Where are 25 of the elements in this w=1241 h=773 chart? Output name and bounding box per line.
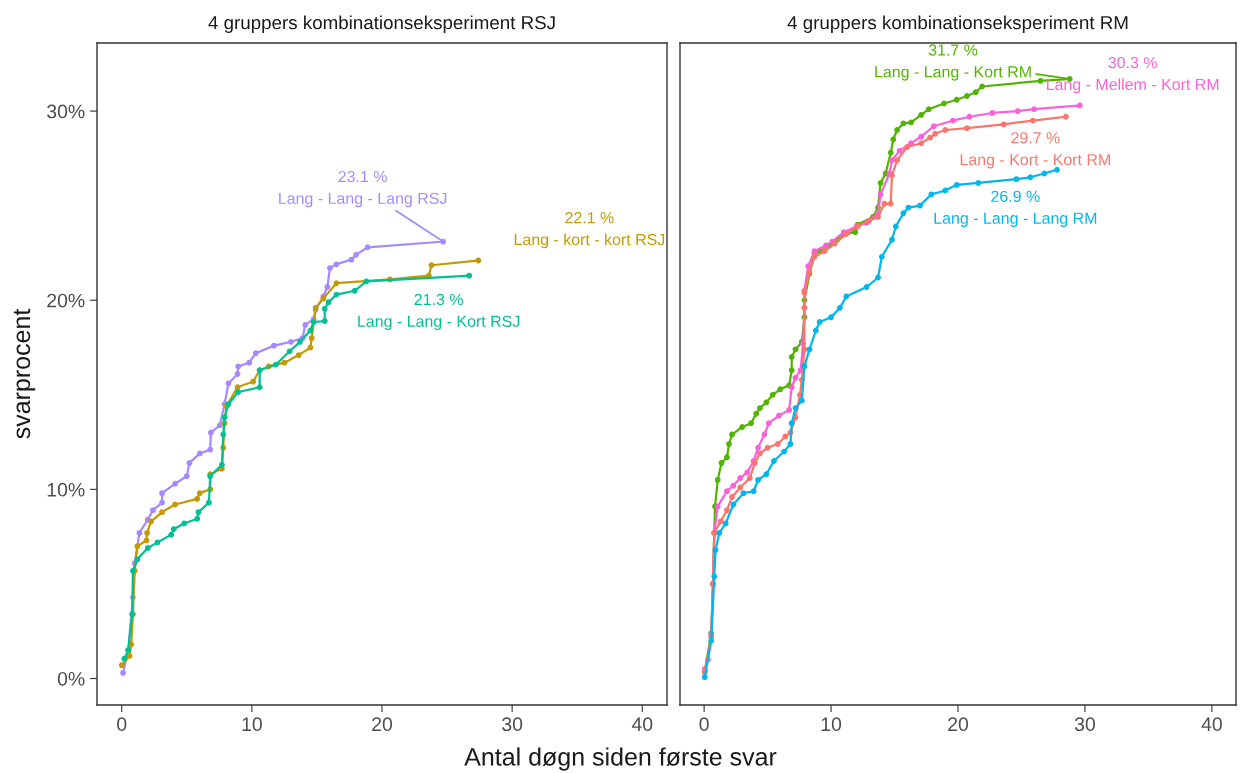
x-tick-label: 10 bbox=[821, 717, 842, 732]
x-tick-label: 0 bbox=[117, 717, 127, 732]
y-tick-label: 10% bbox=[47, 482, 85, 497]
x-tick-label: 40 bbox=[1201, 717, 1222, 732]
x-axis-title: Antal døgn siden første svar bbox=[464, 747, 777, 771]
chart-title: 4 gruppers kombinationseksperiment RM bbox=[787, 15, 1128, 33]
x-tick-label: 30 bbox=[502, 717, 523, 732]
y-axis-title: svarprocent bbox=[13, 308, 36, 439]
annotation: 21.3 % Lang - Lang - Kort RSJ bbox=[358, 293, 520, 331]
annotation: 29.7 % Lang - Kort - Kort RM bbox=[960, 132, 1110, 169]
y-tick-label: 20% bbox=[47, 293, 85, 308]
x-tick-label: 40 bbox=[631, 717, 653, 732]
y-tick-label: 30% bbox=[47, 104, 85, 119]
x-tick-label: 20 bbox=[948, 717, 969, 732]
chart-title: 4 gruppers kombinationseksperiment RSJ bbox=[208, 15, 555, 33]
x-tick-label: 0 bbox=[699, 717, 709, 732]
annotation: 23.1 % Lang - Lang - Lang RSJ bbox=[279, 170, 447, 208]
y-tick-label: 0% bbox=[57, 671, 85, 686]
annotation: 31.7 % Lang - Lang - Kort RM bbox=[875, 44, 1031, 81]
annotation: 30.3 % Lang - Mellem - Kort RM bbox=[1046, 56, 1219, 94]
annotation: 26.9 % Lang - Lang - Lang RM bbox=[934, 190, 1097, 227]
annotation: 22.1 % Lang - kort - kort RSJ bbox=[514, 212, 665, 249]
x-tick-label: 20 bbox=[372, 717, 393, 732]
x-tick-label: 10 bbox=[242, 717, 262, 732]
x-tick-label: 30 bbox=[1074, 717, 1095, 732]
